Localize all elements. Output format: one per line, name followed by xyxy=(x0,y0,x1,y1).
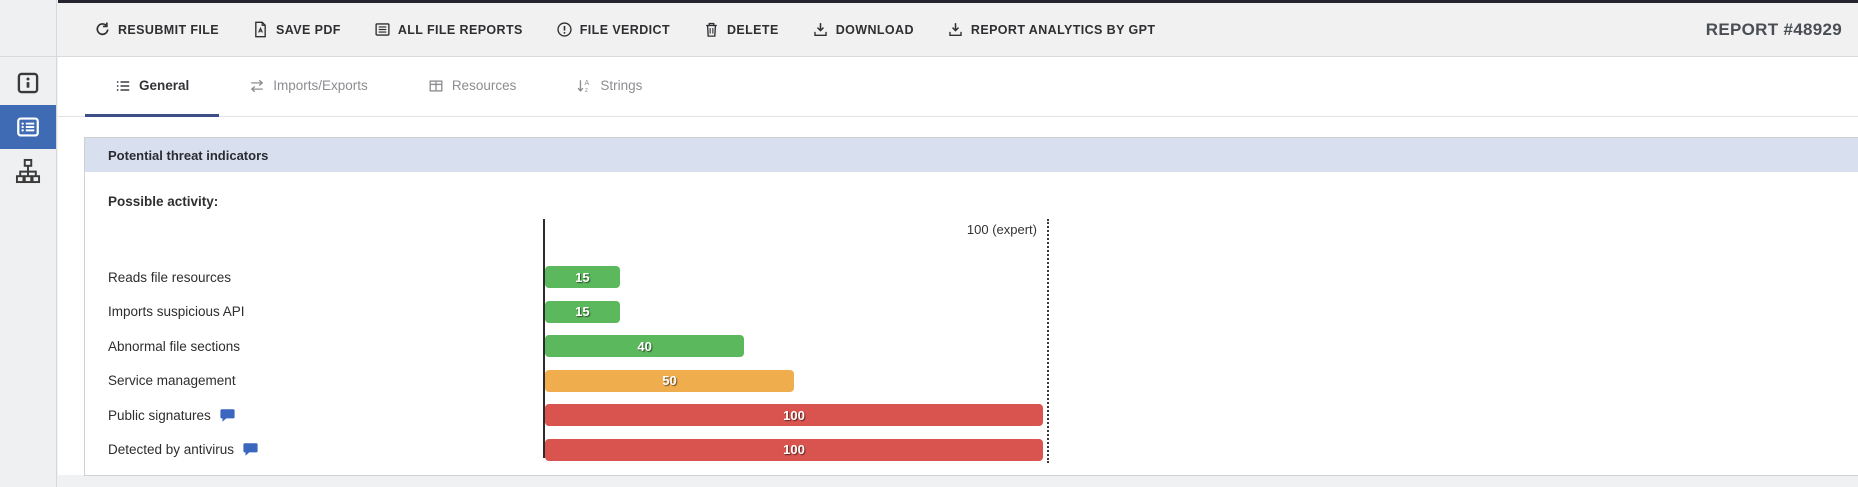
chart-bar: 15 xyxy=(545,266,620,289)
tab-resources[interactable]: Resources xyxy=(398,57,547,117)
sitemap-icon xyxy=(15,158,41,184)
svg-text:A: A xyxy=(585,79,590,87)
file-verdict-button[interactable]: FILE VERDICT xyxy=(556,21,670,38)
chart-row: Service management 50 xyxy=(85,364,1858,399)
delete-label: DELETE xyxy=(726,22,779,37)
tab-bar: General Imports/Exports Resources xyxy=(58,57,1858,117)
expert-threshold-label: 100 (expert) xyxy=(966,222,1037,237)
refresh-icon xyxy=(94,21,111,38)
chart-row: Reads file resources 15 xyxy=(85,260,1858,295)
tab-general-label: General xyxy=(139,78,190,93)
save-pdf-label: SAVE PDF xyxy=(276,22,341,37)
threat-indicators-card: Potential threat indicators Possible act… xyxy=(84,137,1858,476)
chart-category-text: Detected by antivirus xyxy=(108,442,235,458)
report-list-icon xyxy=(15,114,41,140)
chart-category-label: Reads file resources xyxy=(85,270,545,285)
info-square-icon xyxy=(15,70,41,96)
tab-resources-label: Resources xyxy=(451,78,517,93)
chart-bar: 40 xyxy=(545,335,745,358)
card-body: Possible activity: 100 (expert) Reads fi… xyxy=(85,172,1858,475)
chart-bar: 50 xyxy=(545,369,794,392)
chart-category-text: Reads file resources xyxy=(108,269,232,285)
resubmit-file-label: RESUBMIT FILE xyxy=(118,22,220,37)
all-file-reports-label: ALL FILE REPORTS xyxy=(397,22,523,37)
chart-category-text: Public signatures xyxy=(108,407,211,423)
resubmit-file-button[interactable]: RESUBMIT FILE xyxy=(94,21,219,38)
possible-activity-chart: 100 (expert) Reads file resources 15 Impor… xyxy=(85,219,1858,469)
chart-row: Abnormal file sections 40 xyxy=(85,329,1858,364)
exclamation-circle-icon xyxy=(556,21,573,38)
chart-bar: 15 xyxy=(545,300,620,323)
download-icon xyxy=(812,21,829,38)
tab-imports-exports-label: Imports/Exports xyxy=(273,78,368,93)
chart-category-text: Service management xyxy=(108,373,236,389)
chart-category-label: Public signatures xyxy=(85,408,545,423)
expert-threshold-line xyxy=(1047,219,1049,463)
sidebar-item-info[interactable] xyxy=(0,61,56,105)
comment-icon[interactable] xyxy=(219,408,236,423)
delete-button[interactable]: DELETE xyxy=(703,21,779,38)
chart-category-text: Imports suspicious API xyxy=(108,304,245,320)
chart-row: Public signatures 100 xyxy=(85,398,1858,433)
all-file-reports-button[interactable]: ALL FILE REPORTS xyxy=(374,21,523,38)
list-box-icon xyxy=(374,21,391,38)
chart-subtitle: Possible activity: xyxy=(108,194,219,209)
tab-imports-exports[interactable]: Imports/Exports xyxy=(219,57,398,117)
chart-bar: 100 xyxy=(545,404,1043,427)
list-icon xyxy=(115,78,131,94)
tab-general[interactable]: General xyxy=(85,57,220,117)
comment-icon[interactable] xyxy=(242,442,259,457)
sidebar xyxy=(0,0,57,487)
download-icon xyxy=(947,21,964,38)
report-number: REPORT #48929 xyxy=(1705,19,1842,39)
sidebar-item-structure[interactable] xyxy=(0,149,56,193)
main-content: General Imports/Exports Resources xyxy=(58,57,1858,476)
download-label: DOWNLOAD xyxy=(835,22,914,37)
chart-axis-line xyxy=(543,219,545,458)
chart-rows: Reads file resources 15 Imports suspicious… xyxy=(85,219,1858,467)
save-pdf-button[interactable]: SAVE PDF xyxy=(252,21,341,38)
report-analytics-gpt-button[interactable]: REPORT ANALYTICS BY GPT xyxy=(947,21,1155,38)
chart-category-label: Imports suspicious API xyxy=(85,304,545,319)
chart-category-label: Abnormal file sections xyxy=(85,339,545,354)
chart-category-text: Abnormal file sections xyxy=(108,338,241,354)
tab-strings-label: Strings xyxy=(600,78,643,93)
report-analytics-gpt-label: REPORT ANALYTICS BY GPT xyxy=(970,22,1156,37)
card-title: Potential threat indicators xyxy=(108,147,269,163)
pdf-file-icon xyxy=(252,21,269,38)
toolbar-divider xyxy=(0,56,1858,57)
sort-az-icon: A z xyxy=(576,78,592,94)
chart-category-label: Detected by antivirus xyxy=(85,442,545,457)
table-icon xyxy=(428,78,444,94)
tab-strings[interactable]: A z Strings xyxy=(546,57,672,117)
toolbar: RESUBMIT FILE SAVE PDF ALL FILE REPORTS xyxy=(58,0,1858,56)
file-verdict-label: FILE VERDICT xyxy=(579,22,670,37)
sidebar-item-report[interactable] xyxy=(0,105,56,149)
chart-row: Detected by antivirus 100 xyxy=(85,433,1858,468)
trash-icon xyxy=(703,21,720,38)
chart-category-label: Service management xyxy=(85,373,545,388)
chart-row: Imports suspicious API 15 xyxy=(85,295,1858,330)
chart-bar: 100 xyxy=(545,438,1043,461)
download-button[interactable]: DOWNLOAD xyxy=(812,21,914,38)
svg-text:z: z xyxy=(585,87,588,94)
card-header: Potential threat indicators xyxy=(85,138,1858,172)
swap-arrows-icon xyxy=(249,78,265,94)
